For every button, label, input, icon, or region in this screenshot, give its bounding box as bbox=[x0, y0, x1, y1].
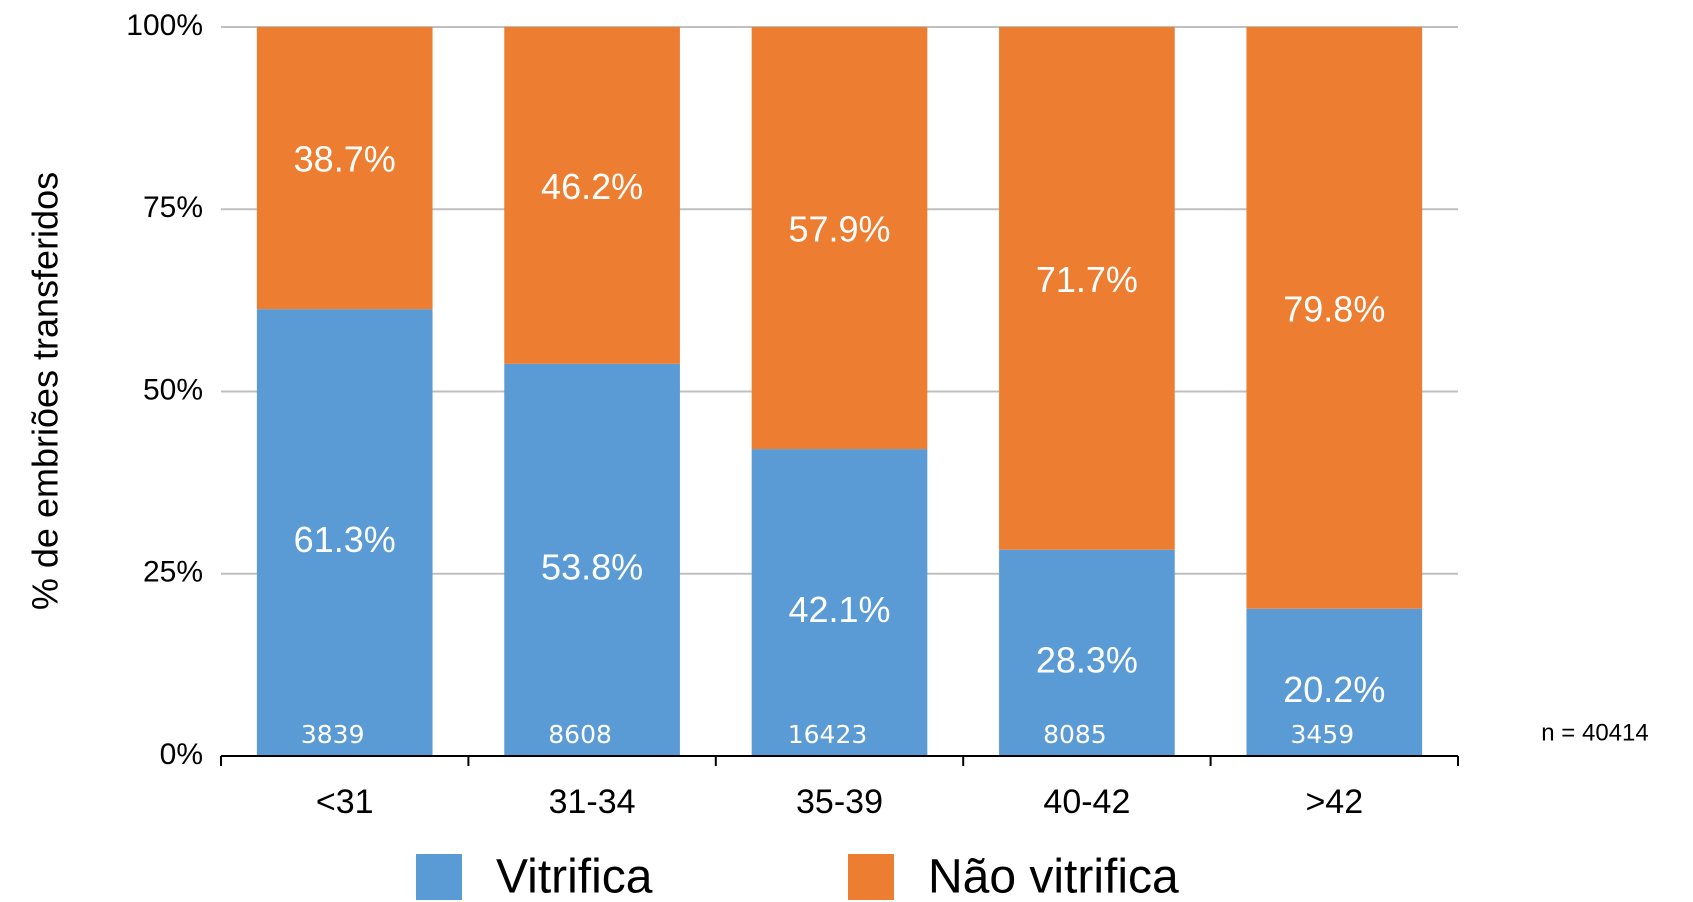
x-tick-label: >42 bbox=[1305, 783, 1363, 821]
y-tick-label: 50% bbox=[143, 373, 203, 406]
x-tick-label: 35-39 bbox=[796, 783, 883, 821]
y-tick-label: 0% bbox=[160, 738, 203, 771]
bar-segment bbox=[751, 449, 928, 756]
bar-segment bbox=[1246, 608, 1423, 756]
value-label: 38.7% bbox=[294, 139, 396, 180]
legend-label: Não vitrifica bbox=[928, 851, 1179, 902]
value-label: 71.7% bbox=[1036, 259, 1138, 300]
bar-segment bbox=[999, 549, 1175, 756]
bar-segment bbox=[504, 363, 680, 756]
sample-size: 8608 bbox=[548, 720, 612, 749]
bar-segment bbox=[1246, 27, 1423, 609]
sample-size: 3839 bbox=[301, 720, 365, 749]
bar-segment bbox=[751, 27, 928, 450]
bar-segment bbox=[999, 27, 1175, 550]
x-tick-label: 31-34 bbox=[549, 783, 636, 821]
bar-segment bbox=[504, 27, 680, 364]
x-tick-label: <31 bbox=[316, 783, 374, 821]
sample-size: 16423 bbox=[788, 720, 868, 749]
value-label: 57.9% bbox=[788, 209, 890, 250]
value-label: 61.3% bbox=[294, 519, 396, 560]
value-label: 53.8% bbox=[541, 546, 643, 587]
y-axis-label: % de embriões transferidos bbox=[25, 172, 66, 610]
y-tick-label: 75% bbox=[143, 191, 203, 224]
legend-label: Vitrifica bbox=[496, 851, 653, 902]
legend-swatch bbox=[416, 854, 462, 900]
value-label: 46.2% bbox=[541, 166, 643, 207]
total-label: n = 40414 bbox=[1541, 719, 1648, 746]
bar-segment bbox=[256, 309, 433, 756]
bar-segment bbox=[256, 27, 433, 310]
x-tick-label: 40-42 bbox=[1043, 783, 1130, 821]
y-tick-label: 100% bbox=[126, 9, 203, 42]
legend-swatch bbox=[848, 854, 894, 900]
value-label: 79.8% bbox=[1283, 288, 1385, 329]
y-tick-label: 25% bbox=[143, 556, 203, 589]
value-label: 28.3% bbox=[1036, 639, 1138, 680]
value-label: 20.2% bbox=[1283, 669, 1385, 710]
value-label: 42.1% bbox=[788, 589, 890, 630]
sample-size: 8085 bbox=[1043, 720, 1107, 749]
sample-size: 3459 bbox=[1290, 720, 1354, 749]
